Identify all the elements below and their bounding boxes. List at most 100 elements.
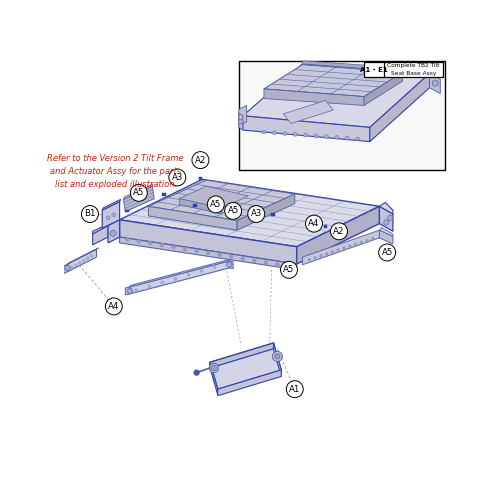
Circle shape	[137, 240, 141, 244]
Circle shape	[226, 262, 232, 267]
Circle shape	[304, 133, 308, 137]
Polygon shape	[364, 72, 403, 106]
Text: A2: A2	[334, 227, 344, 236]
Bar	[162, 194, 166, 196]
Circle shape	[78, 262, 82, 264]
Polygon shape	[264, 64, 402, 96]
Bar	[126, 210, 129, 212]
Polygon shape	[283, 100, 333, 124]
Circle shape	[372, 237, 374, 240]
Circle shape	[241, 256, 244, 260]
Polygon shape	[92, 224, 109, 234]
Polygon shape	[210, 343, 282, 389]
Polygon shape	[296, 206, 380, 264]
Polygon shape	[120, 220, 296, 264]
Polygon shape	[230, 261, 233, 268]
Text: A4: A4	[308, 219, 320, 228]
Circle shape	[378, 244, 396, 261]
Polygon shape	[210, 343, 274, 368]
Polygon shape	[126, 287, 129, 295]
Circle shape	[388, 215, 393, 220]
Circle shape	[432, 80, 438, 86]
Polygon shape	[148, 206, 237, 230]
Circle shape	[192, 152, 209, 168]
Circle shape	[183, 247, 187, 251]
Circle shape	[70, 266, 74, 269]
Text: A3: A3	[172, 173, 183, 182]
Circle shape	[314, 256, 316, 260]
Circle shape	[174, 277, 177, 280]
Circle shape	[112, 213, 116, 216]
Text: A3: A3	[250, 210, 262, 218]
Bar	[256, 210, 260, 212]
Circle shape	[314, 134, 318, 138]
Circle shape	[82, 259, 86, 262]
Polygon shape	[380, 230, 393, 244]
Circle shape	[90, 254, 93, 258]
Polygon shape	[380, 228, 393, 236]
Circle shape	[264, 260, 268, 264]
Bar	[139, 190, 142, 192]
Polygon shape	[274, 343, 281, 376]
Circle shape	[126, 238, 129, 242]
Text: B1: B1	[84, 210, 96, 218]
Circle shape	[286, 380, 303, 398]
Circle shape	[206, 251, 210, 255]
Circle shape	[325, 252, 328, 256]
Bar	[198, 177, 202, 180]
Polygon shape	[124, 184, 153, 200]
Circle shape	[272, 352, 282, 362]
Circle shape	[82, 206, 98, 222]
Circle shape	[308, 258, 311, 262]
Circle shape	[345, 136, 349, 140]
Bar	[192, 204, 196, 207]
Circle shape	[230, 255, 233, 258]
Polygon shape	[120, 237, 296, 270]
Circle shape	[272, 131, 276, 134]
Circle shape	[160, 244, 164, 247]
Polygon shape	[210, 362, 218, 395]
Polygon shape	[380, 206, 393, 232]
Bar	[382, 249, 385, 252]
Polygon shape	[102, 200, 120, 210]
Polygon shape	[243, 64, 430, 128]
Circle shape	[86, 256, 89, 260]
Polygon shape	[380, 202, 393, 214]
Circle shape	[320, 254, 322, 258]
Polygon shape	[108, 220, 120, 243]
Circle shape	[200, 270, 203, 272]
Circle shape	[110, 230, 116, 236]
Circle shape	[169, 169, 186, 186]
Bar	[364, 62, 443, 78]
Polygon shape	[430, 74, 440, 94]
Circle shape	[384, 220, 389, 225]
Text: A5: A5	[133, 188, 144, 198]
Polygon shape	[129, 261, 230, 294]
Circle shape	[306, 215, 322, 232]
Circle shape	[274, 354, 280, 359]
Polygon shape	[129, 259, 231, 287]
Circle shape	[262, 130, 266, 134]
Polygon shape	[124, 186, 154, 212]
Circle shape	[324, 134, 328, 138]
Circle shape	[331, 250, 334, 254]
Polygon shape	[370, 74, 430, 142]
Polygon shape	[302, 61, 430, 74]
Circle shape	[161, 281, 164, 284]
Circle shape	[218, 253, 222, 256]
Circle shape	[65, 265, 70, 270]
Circle shape	[134, 288, 138, 292]
Text: Complete TB2 Tilt: Complete TB2 Tilt	[388, 62, 440, 68]
Text: A1 - E1: A1 - E1	[360, 66, 388, 72]
Circle shape	[224, 202, 242, 220]
Circle shape	[366, 239, 368, 242]
Polygon shape	[302, 230, 380, 265]
Polygon shape	[64, 264, 68, 274]
Polygon shape	[68, 248, 98, 264]
Bar	[272, 214, 275, 216]
Circle shape	[172, 245, 175, 249]
Circle shape	[210, 364, 218, 372]
Circle shape	[335, 136, 338, 140]
Text: A5: A5	[382, 248, 393, 257]
Circle shape	[348, 245, 352, 248]
